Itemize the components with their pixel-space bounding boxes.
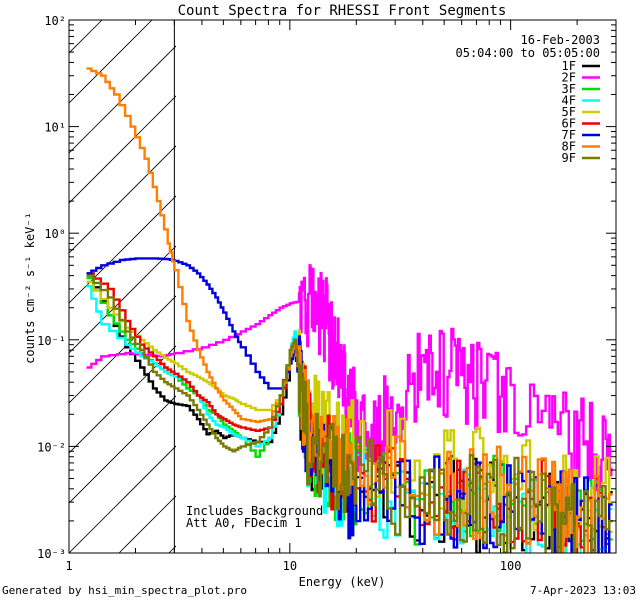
legend-label-6f: 6F [562, 117, 576, 131]
legend-label-4f: 4F [562, 94, 576, 108]
hatch-line [69, 345, 176, 454]
legend-label-5f: 5F [562, 105, 576, 119]
legend-label-2f: 2F [562, 71, 576, 85]
hatch-line [69, 245, 176, 354]
annotation-attenuator: Att A0, FDecim 1 [186, 516, 302, 530]
legend-label-9f: 9F [562, 151, 576, 165]
legend-label-8f: 8F [562, 140, 576, 154]
y-tick-label: 10² [44, 14, 66, 28]
legend-label-3f: 3F [562, 82, 576, 96]
y-axis: 10⁻³ 10⁻² 10⁻¹ 10⁰ 10¹ 10² [37, 14, 616, 561]
legend-label-1f: 1F [562, 59, 576, 73]
x-axis: 1 10 100 [65, 20, 617, 573]
annotation-background: Includes Background [186, 504, 323, 518]
time-range-label: 05:04:00 to 05:05:00 [456, 46, 601, 60]
y-tick-label: 10⁰ [44, 227, 66, 241]
chart-title: Count Spectra for RHESSI Front Segments [178, 3, 507, 19]
series-line-8f [86, 67, 613, 553]
hatch-line [69, 95, 176, 204]
x-tick-label: 1 [65, 559, 72, 573]
hatched-region [69, 20, 176, 553]
series-line-2f [86, 264, 613, 492]
series-line-9f [86, 274, 613, 553]
series-group [86, 67, 613, 553]
x-tick-label: 10 [283, 559, 297, 573]
hatch-line [69, 445, 176, 553]
footer-timestamp: 7-Apr-2023 13:03 [530, 584, 636, 597]
date-label: 16-Feb-2003 [521, 33, 600, 47]
hatch-line [69, 195, 176, 304]
footer-generator: Generated by hsi_min_spectra_plot.pro [2, 584, 247, 597]
y-tick-label: 10¹ [44, 121, 66, 135]
hatch-line [69, 145, 176, 254]
plot-frame [68, 19, 617, 554]
y-tick-label: 10⁻¹ [37, 334, 66, 348]
x-axis-label: Energy (keV) [299, 575, 386, 589]
y-tick-label: 10⁻³ [37, 547, 66, 561]
y-tick-label: 10⁻² [37, 440, 66, 454]
hatch-line [69, 45, 176, 154]
x-tick-label: 100 [500, 559, 522, 573]
legend-label-7f: 7F [562, 128, 576, 142]
hatch-line [69, 395, 176, 504]
y-axis-label: counts cm⁻² s⁻¹ keV⁻¹ [23, 212, 37, 364]
